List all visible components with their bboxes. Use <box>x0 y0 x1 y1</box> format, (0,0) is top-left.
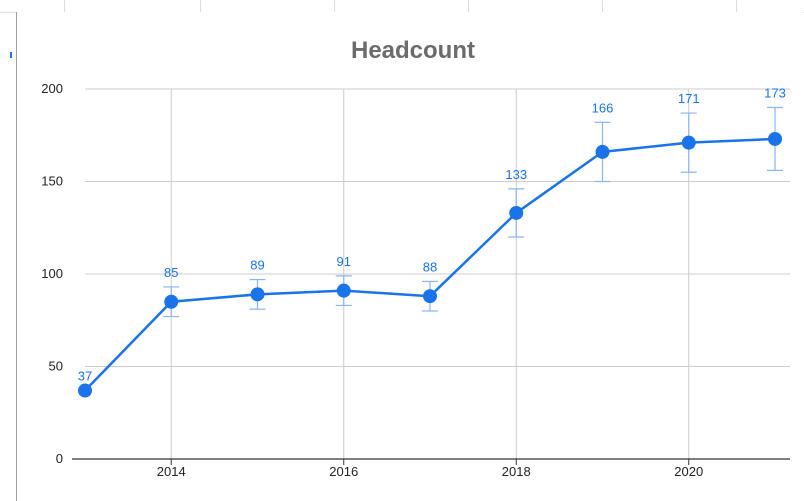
y-tick-label: 200 <box>41 81 63 96</box>
data-labels: 37 85 89 91 88 133 166 171 173 <box>78 86 786 384</box>
column-divider <box>200 0 201 12</box>
data-label: 133 <box>505 167 527 182</box>
selection-edge-mark <box>10 52 12 58</box>
column-divider <box>64 0 65 12</box>
data-point[interactable] <box>768 131 782 146</box>
x-tick-label: 2014 <box>157 464 186 479</box>
data-points <box>78 131 782 398</box>
data-label: 173 <box>764 86 786 101</box>
data-point[interactable] <box>595 144 610 159</box>
column-divider <box>602 0 603 12</box>
x-tick-label: 2020 <box>674 464 703 479</box>
data-label: 37 <box>78 369 92 384</box>
chart-title: Headcount <box>351 37 475 64</box>
data-label: 85 <box>164 265 178 280</box>
data-label: 166 <box>592 100 614 115</box>
x-tick-label: 2018 <box>502 464 531 479</box>
y-tick-label: 0 <box>56 451 63 466</box>
data-label: 91 <box>337 254 351 269</box>
axes: 0 50 100 150 200 2014 2016 2018 2020 <box>41 81 790 479</box>
data-point[interactable] <box>250 287 265 302</box>
y-tick-label: 100 <box>41 266 63 281</box>
data-point[interactable] <box>164 294 179 309</box>
data-label: 89 <box>250 258 264 273</box>
data-point[interactable] <box>78 383 92 398</box>
column-divider <box>468 0 469 12</box>
data-point[interactable] <box>509 205 524 220</box>
column-divider <box>736 0 737 12</box>
data-label: 171 <box>678 91 700 106</box>
x-tick-label: 2016 <box>329 464 358 479</box>
data-point[interactable] <box>681 135 696 150</box>
y-tick-label: 150 <box>41 174 63 189</box>
data-label: 88 <box>423 259 437 274</box>
data-point[interactable] <box>423 289 437 304</box>
column-divider <box>334 0 335 12</box>
data-point[interactable] <box>336 283 351 298</box>
chart-container[interactable] <box>16 12 803 501</box>
y-tick-label: 50 <box>49 359 63 374</box>
gridlines <box>85 88 790 459</box>
